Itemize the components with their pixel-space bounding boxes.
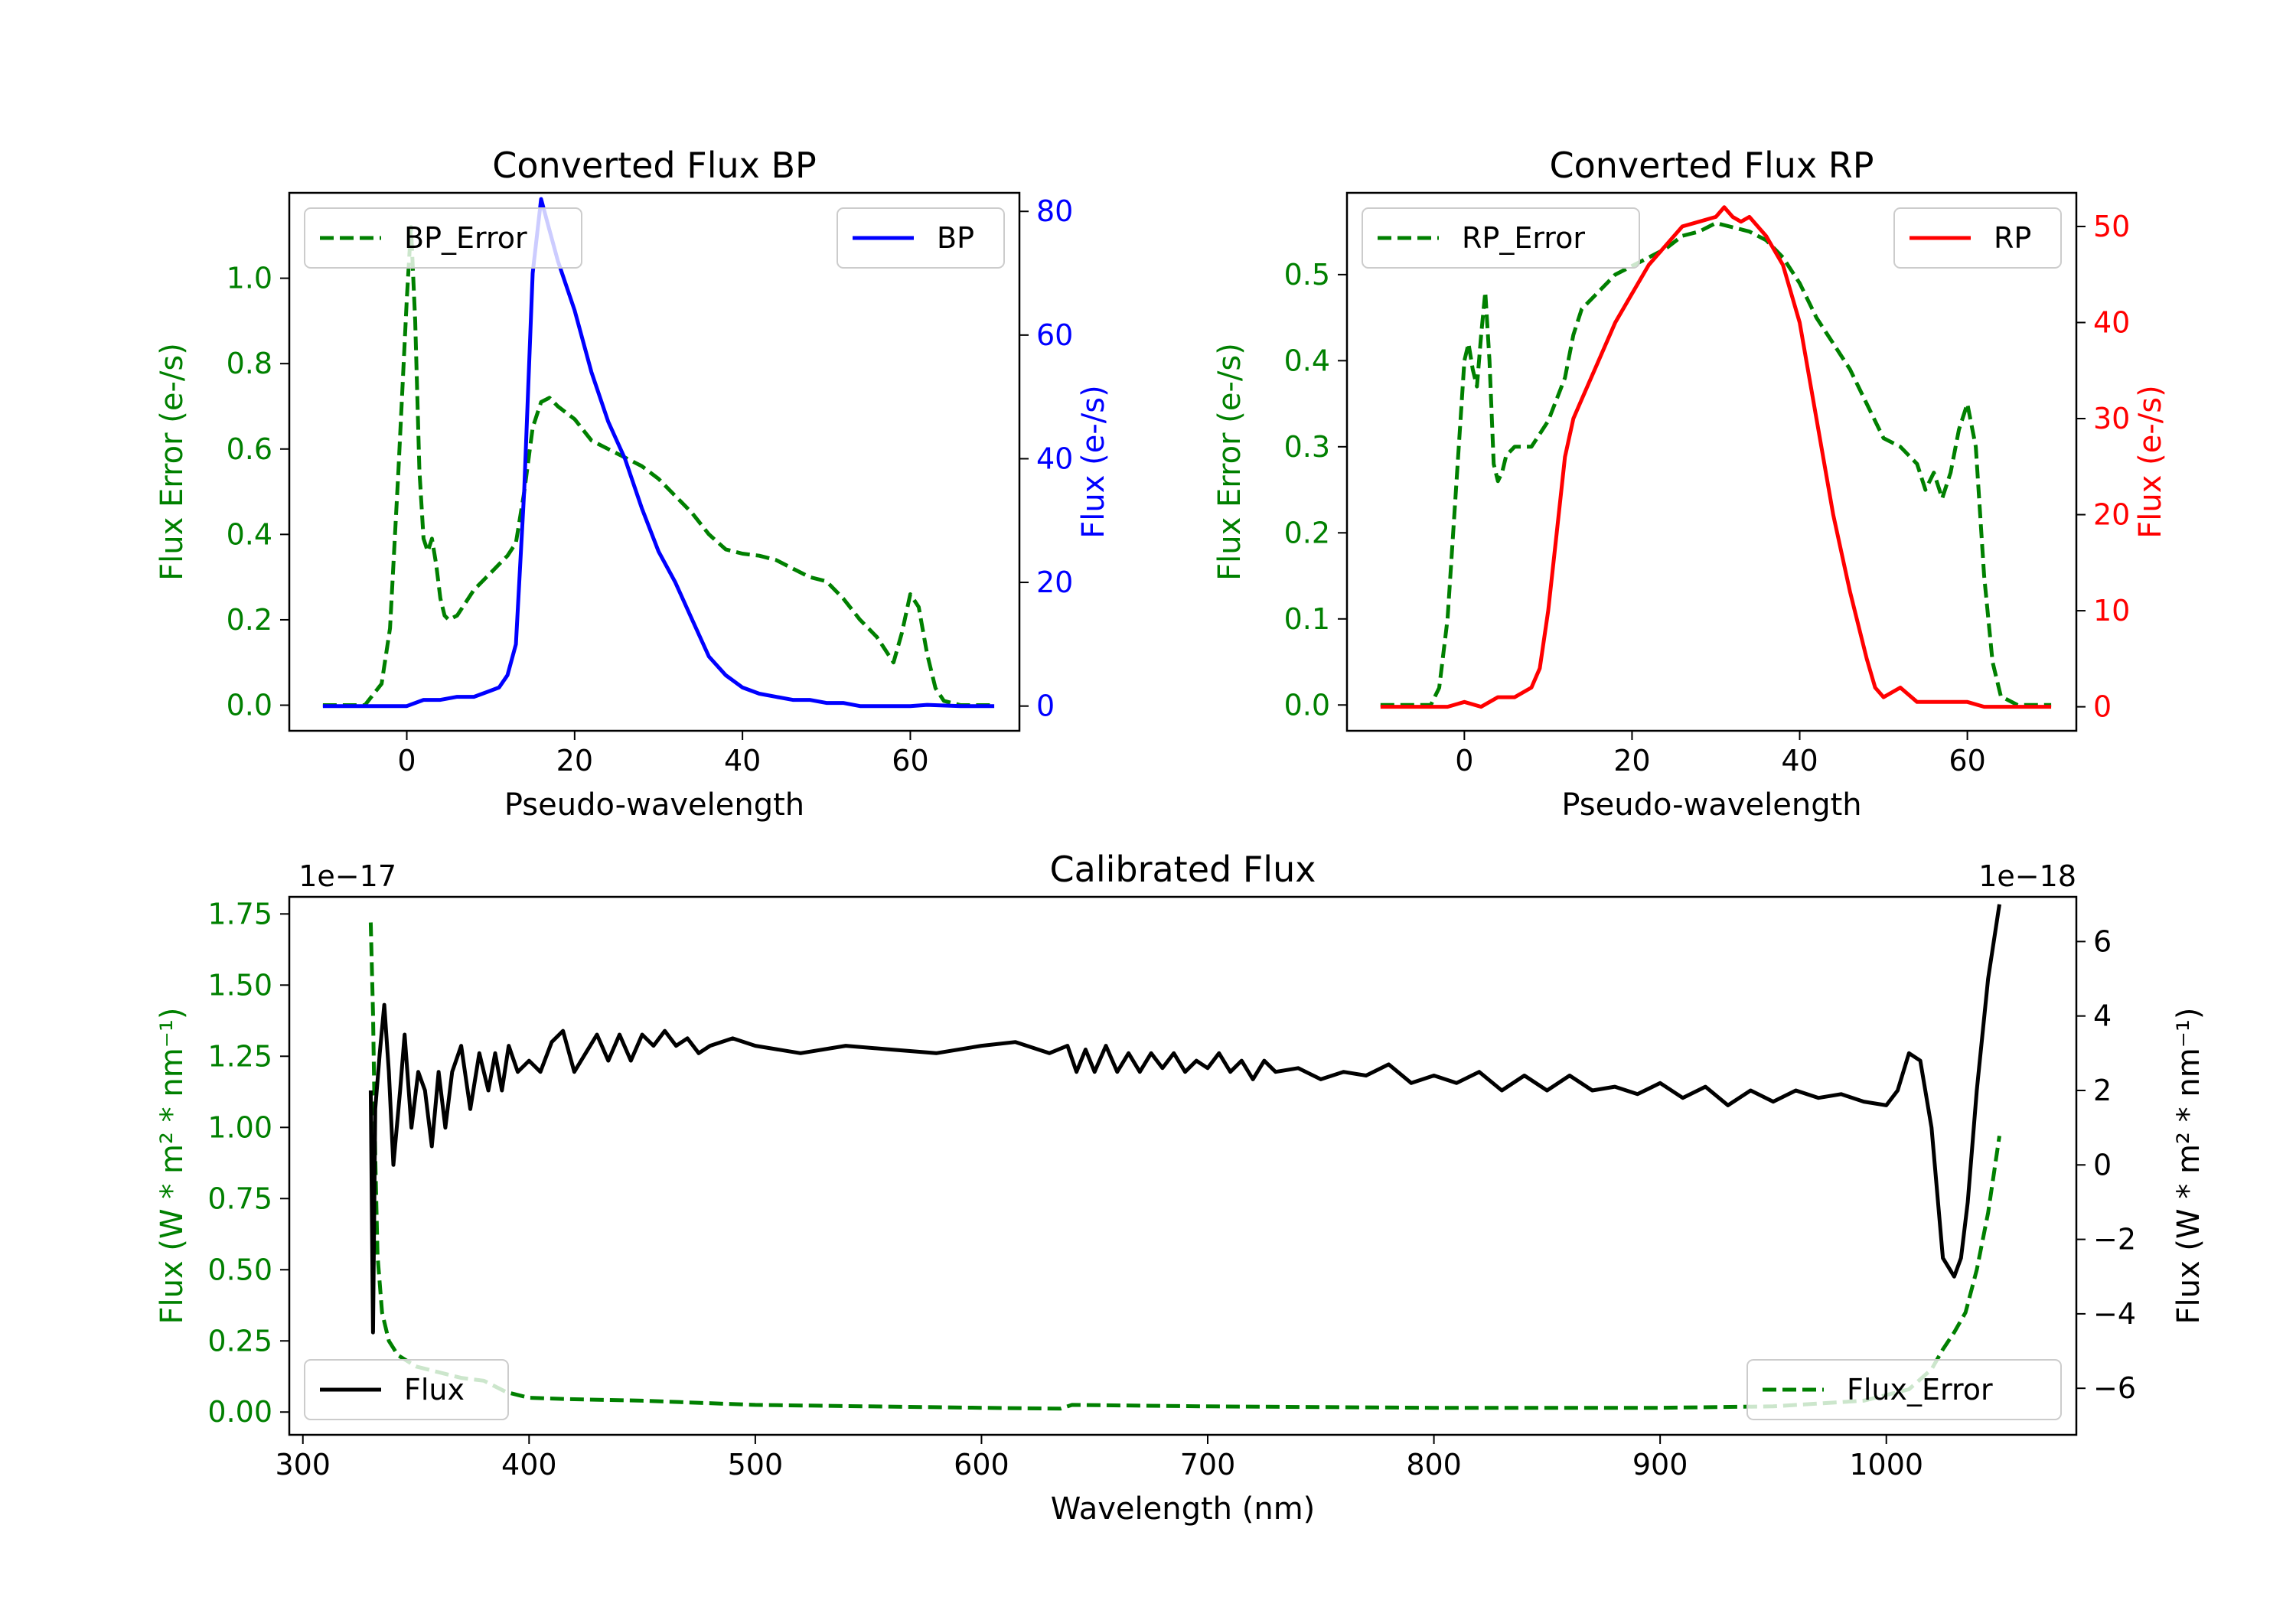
rp-series-rp-error [1380,220,2052,707]
cal-x-tick-label: 700 [1180,1448,1236,1482]
rp-panel: Converted Flux RP 0 20 40 60 Pseudo-wavelengt… [1212,145,2168,823]
rp-x-axis-label: Pseudo-wavelength [1561,787,1861,823]
bp-legend-bp-error: BP_Error [304,207,582,269]
bp-axes-frame [288,191,1021,732]
bp-left-tick-label: 1.0 [227,262,272,295]
rp-left-tick-label: 0.4 [1284,344,1330,377]
bp-x-axis-label: Pseudo-wavelength [504,787,804,823]
rp-left-tick-label: 0.5 [1284,258,1330,292]
cal-left-tick-label: 0.50 [207,1253,272,1286]
cal-x-tick-label: 300 [275,1448,331,1482]
cal-right-offset-text: 1e−18 [1978,859,2076,893]
rp-right-tick-label: 30 [2093,402,2130,435]
rp-x-tick-label: 40 [1781,744,1818,777]
rp-right-tick-label: 20 [2093,498,2130,532]
rp-left-tick-label: 0.2 [1284,516,1330,549]
cal-title: Calibrated Flux [1050,849,1316,890]
rp-x-tick-label: 0 [1455,744,1473,777]
cal-panel: Calibrated Flux 300 400 500 600 700 800 900 1000… [155,849,2206,1527]
bp-left-tick-label: 0.8 [227,347,272,380]
legend-box [304,1359,509,1420]
legend-label: RP [1994,221,2031,255]
legend-box [1362,207,1640,269]
bp-panel: Converted Flux BP 0 20 40 60 Pseudo-wavelengt… [155,145,1111,823]
cal-left-tick-label: 0.75 [207,1182,272,1215]
rp-legend-rp: RP [1893,207,2062,269]
cal-series-flux [368,904,2001,1335]
rp-axes-frame [1345,191,2078,732]
cal-left-tick-label: 1.50 [207,968,272,1002]
bp-left-axis-label: Flux Error (e-/s) [155,343,190,581]
bp-legend-bp: BP [837,207,1005,269]
rp-left-tick-label: 0.3 [1284,430,1330,464]
bp-title: Converted Flux BP [492,145,817,186]
bp-left-tick-label: 0.4 [227,517,272,551]
rp-right-tick-label: 0 [2093,690,2112,724]
rp-left-tick-label: 0.0 [1284,688,1330,722]
cal-right-tick-label: −6 [2093,1371,2136,1405]
cal-left-axis-label: Flux (W * m² * nm⁻¹) [155,1008,190,1325]
cal-left-offset-text: 1e−17 [298,859,396,893]
bp-left-tick-label: 0.0 [227,689,272,722]
cal-right-tick-label: 2 [2093,1074,2112,1107]
legend-box [837,207,1005,269]
cal-legend-flux-error: Flux_Error [1746,1359,2062,1420]
rp-x-tick-label: 60 [1949,744,1985,777]
cal-right-tick-label: 6 [2093,924,2112,958]
rp-left-tick-label: 0.1 [1284,602,1330,636]
rp-right-axis-label: Flux (e-/s) [2133,385,2168,538]
legend-box [1893,207,2062,269]
cal-left-tick-label: 0.00 [207,1395,272,1429]
rp-right-tick-label: 10 [2093,594,2130,627]
bp-left-tick-label: 0.2 [227,603,272,637]
cal-left-tick-label: 0.25 [207,1324,272,1358]
cal-axes-frame [288,895,2078,1436]
cal-left-tick-label: 1.75 [207,897,272,931]
legend-box [304,207,582,269]
cal-series-flux-error [368,922,2001,1411]
cal-right-axis-label: Flux (W * m² * nm⁻¹) [2171,1008,2206,1325]
rp-right-tick-label: 40 [2093,305,2130,339]
bp-right-tick-label: 60 [1036,318,1073,352]
legend-label: BP_Error [404,221,527,255]
legend-label: Flux [404,1373,465,1407]
rp-legend-rp-error: RP_Error [1362,207,1640,269]
cal-x-tick-label: 500 [728,1448,784,1482]
bp-right-tick-label: 80 [1036,194,1073,228]
bp-right-axis-label: Flux (e-/s) [1076,385,1111,538]
cal-right-tick-label: 4 [2093,999,2112,1033]
cal-right-tick-label: −2 [2093,1223,2136,1257]
rp-series-rp [1380,205,2052,709]
legend-label: Flux_Error [1847,1373,1993,1407]
bp-right-tick-label: 40 [1036,442,1073,475]
bp-series-bp [322,197,995,709]
cal-x-tick-label: 800 [1406,1448,1462,1482]
bp-left-tick-label: 0.6 [227,432,272,466]
bp-x-tick-label: 40 [724,744,761,777]
bp-right-tick-label: 0 [1036,689,1055,723]
rp-left-axis-label: Flux Error (e-/s) [1212,343,1247,581]
cal-right-tick-label: 0 [2093,1148,2112,1182]
rp-right-tick-label: 50 [2093,210,2130,243]
bp-x-tick-label: 0 [397,744,416,777]
cal-legend-flux: Flux [304,1359,509,1420]
bp-x-tick-label: 60 [892,744,928,777]
cal-x-axis-label: Wavelength (nm) [1051,1491,1316,1527]
cal-right-tick-label: −4 [2093,1297,2136,1331]
bp-x-tick-label: 20 [556,744,593,777]
cal-left-tick-label: 1.00 [207,1110,272,1144]
cal-x-tick-label: 400 [501,1448,557,1482]
rp-title: Converted Flux RP [1550,145,1874,186]
legend-label: RP_Error [1462,221,1585,255]
bp-series-bp-error [322,225,995,707]
bp-right-tick-label: 20 [1036,566,1073,599]
legend-box [1746,1359,2062,1420]
rp-x-tick-label: 20 [1613,744,1650,777]
legend-label: BP [937,221,974,255]
cal-left-tick-label: 1.25 [207,1039,272,1073]
cal-x-tick-label: 600 [954,1448,1009,1482]
cal-x-tick-label: 1000 [1849,1448,1923,1482]
cal-x-tick-label: 900 [1632,1448,1688,1482]
